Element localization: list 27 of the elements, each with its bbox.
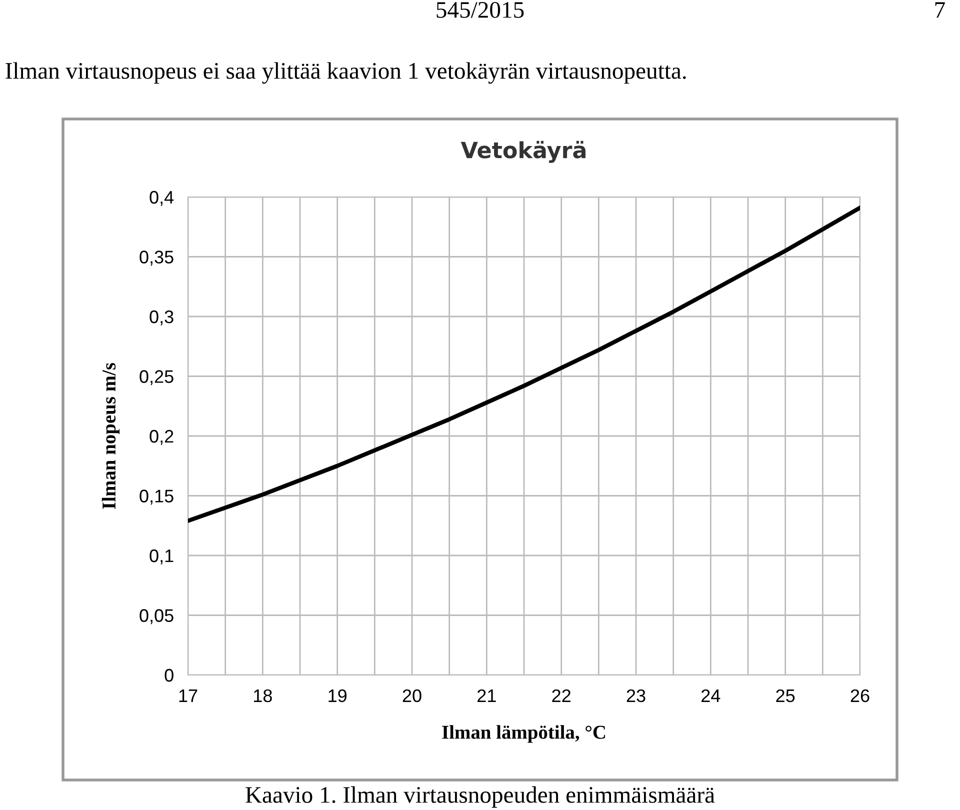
text: 545/2015 — [436, 2, 524, 18]
x-tick-label: 25 — [776, 689, 795, 702]
y-tick-label: 0,4 — [150, 190, 174, 206]
y-axis-title: Ilman nopeus m/s — [102, 363, 120, 509]
y-tick-label: 0 — [164, 668, 174, 682]
x-tick-label: 17 — [179, 690, 198, 702]
x-tick-label: 18 — [254, 689, 272, 702]
y-tick-label: 0,1 — [150, 549, 174, 564]
x-tick-label: 23 — [626, 689, 646, 702]
chart-title: Vetokäyrä — [460, 140, 586, 163]
line-series — [188, 206, 860, 523]
x-axis-title: Ilman lämpötila, °C — [442, 725, 606, 743]
y-tick-label: 0,05 — [140, 609, 174, 624]
y-tick-label: 0,15 — [140, 490, 174, 505]
x-tick-label: 24 — [702, 689, 720, 702]
y-tick-label: 0,35 — [140, 250, 174, 266]
y-tick-label: 0,25 — [140, 370, 174, 386]
x-tick-label: 26 — [850, 689, 870, 702]
x-tick-label: 20 — [402, 689, 422, 702]
text: Ilman virtausnopeus ei saa ylittää kaavion 1 vetokäyrän virtausnopeutta. — [6, 62, 686, 84]
y-tick-label: 0,3 — [150, 310, 174, 326]
x-tick-label: 22 — [552, 689, 570, 702]
y-tick-label: 0,2 — [150, 430, 174, 445]
text: 7 — [935, 2, 945, 18]
x-tick-label: 19 — [328, 689, 347, 702]
text: Kaavio 1. Ilman virtausnopeuden enimmäismäärä — [246, 786, 715, 808]
x-tick-label: 21 — [478, 689, 496, 702]
